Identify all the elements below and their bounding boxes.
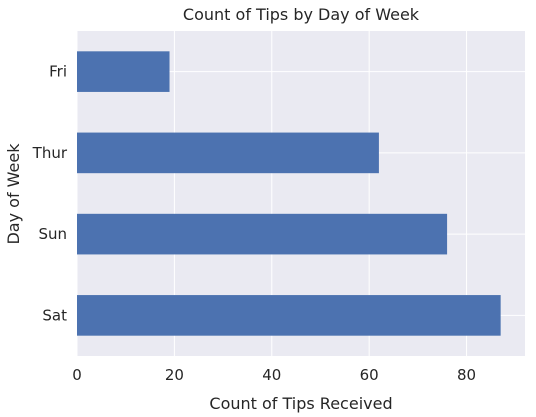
y-tick-label: Sat — [42, 306, 67, 324]
x-tick-label: 40 — [262, 366, 281, 384]
y-tick-label: Fri — [49, 63, 67, 81]
bar-sat — [77, 295, 501, 336]
x-tick-labels: 0 20 40 60 80 — [72, 366, 476, 384]
y-tick-label: Sun — [38, 225, 67, 243]
x-axis-label: Count of Tips Received — [209, 394, 392, 413]
bar-thur — [77, 132, 379, 174]
bar-fri — [77, 51, 170, 92]
bars — [77, 51, 501, 336]
x-tick-label: 20 — [165, 366, 184, 384]
y-tick-label: Thur — [32, 144, 68, 162]
chart-title: Count of Tips by Day of Week — [183, 5, 420, 24]
x-tick-label: 80 — [457, 366, 476, 384]
y-tick-labels: Sat Sun Thur Fri — [32, 63, 68, 325]
x-tick-label: 0 — [72, 366, 82, 384]
y-axis-label: Day of Week — [4, 143, 23, 245]
x-tick-label: 60 — [360, 366, 379, 384]
bar-sun — [77, 213, 448, 255]
